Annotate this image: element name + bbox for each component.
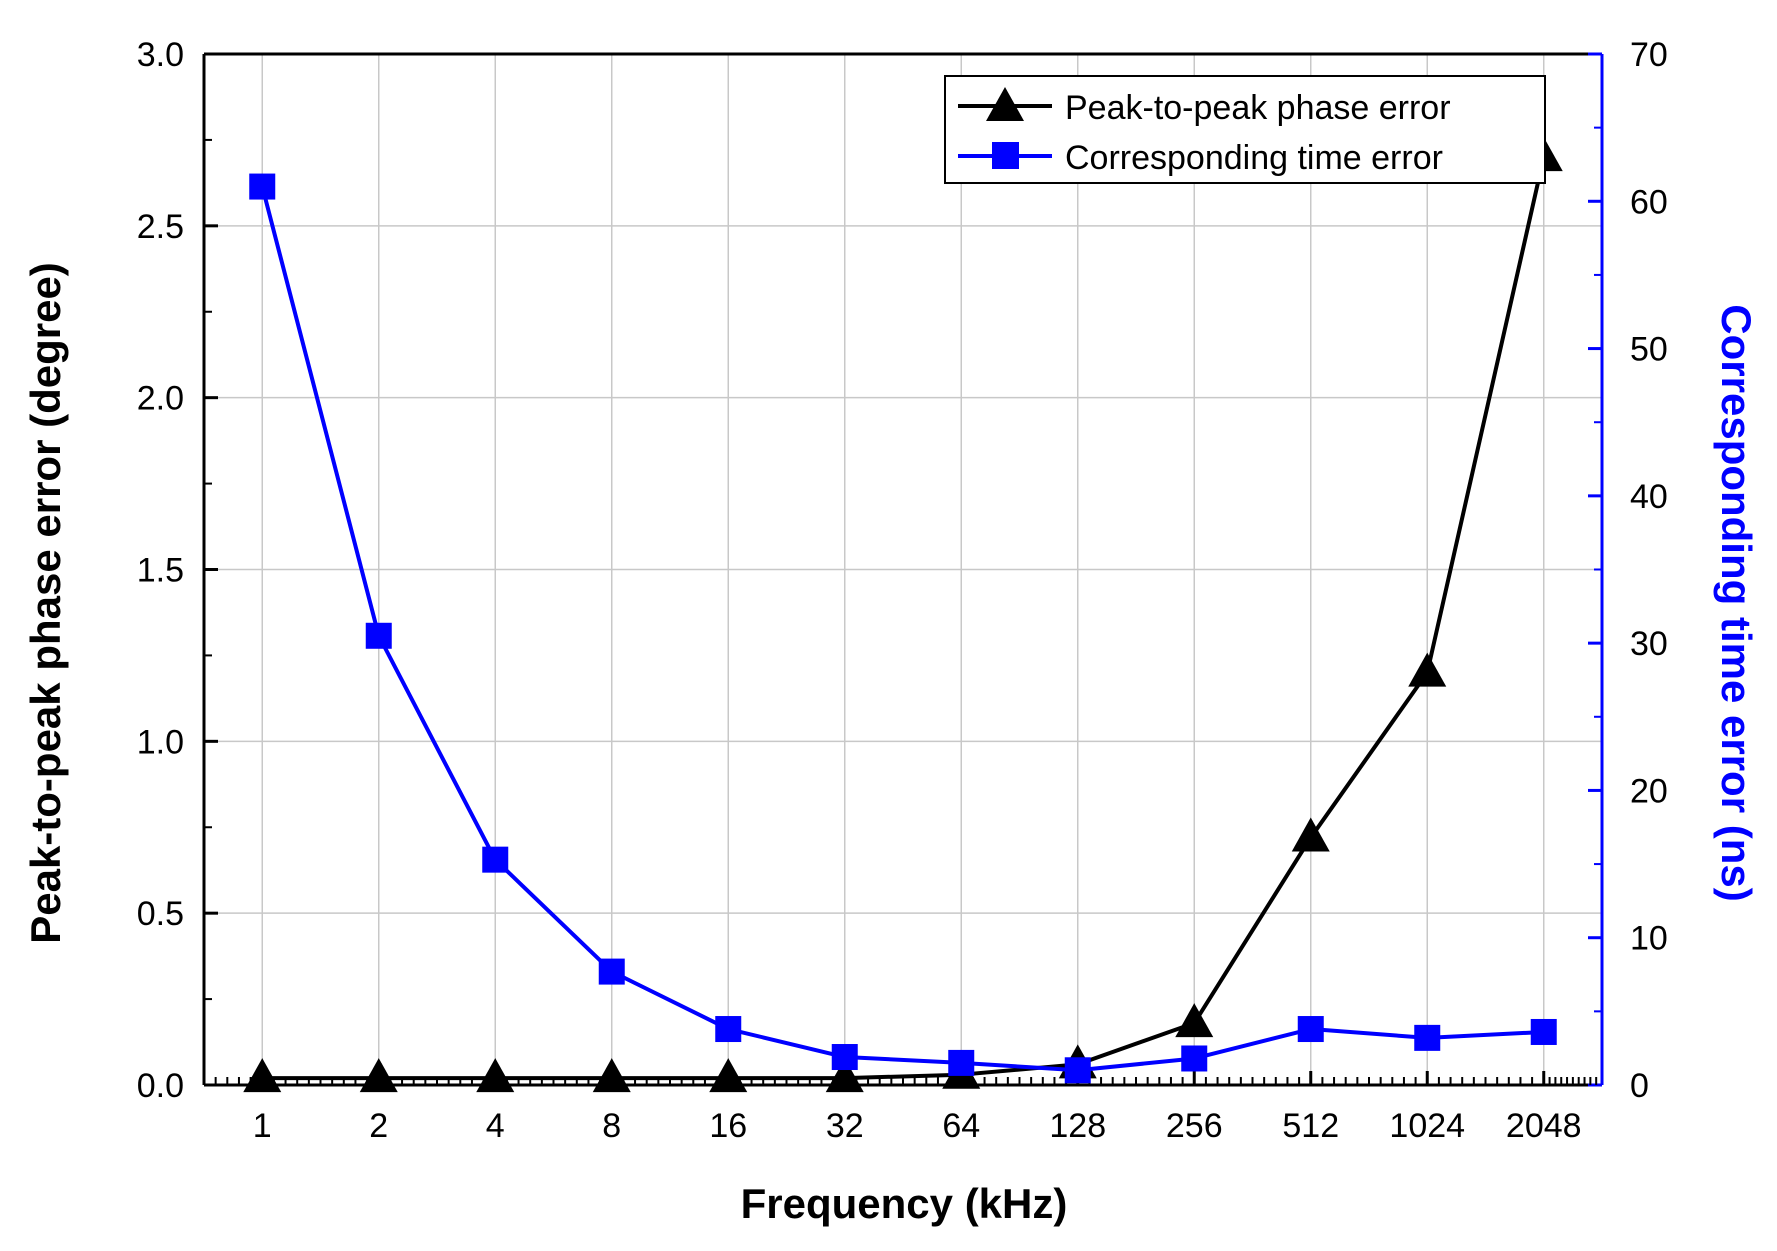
time-error-point xyxy=(1414,1024,1441,1051)
phase-error-point xyxy=(1408,652,1447,687)
time-error-point xyxy=(249,173,276,200)
time-error-point xyxy=(482,846,509,873)
x-tick-label: 1 xyxy=(253,1107,272,1145)
left-y-tick-label: 2.5 xyxy=(137,208,184,246)
x-tick-label: 256 xyxy=(1166,1107,1223,1145)
time-error-point xyxy=(1297,1016,1324,1043)
time-error-point xyxy=(1064,1057,1091,1084)
right-y-tick-label: 20 xyxy=(1630,772,1668,810)
left-y-axis-title: Peak-to-peak phase error (degree) xyxy=(22,262,69,944)
legend-marker-square-icon xyxy=(992,142,1019,169)
x-tick-label: 64 xyxy=(942,1107,980,1145)
legend-marker-triangle-icon xyxy=(986,87,1024,121)
right-y-tick-label: 70 xyxy=(1630,36,1668,74)
legend-box xyxy=(944,75,1546,184)
left-y-tick-label: 1.0 xyxy=(137,723,184,761)
x-tick-label: 8 xyxy=(602,1107,621,1145)
left-y-tick-label: 3.0 xyxy=(137,36,184,74)
phase-error-point xyxy=(476,1058,515,1093)
time-error-point xyxy=(831,1044,858,1071)
x-axis-title: Frequency (kHz) xyxy=(741,1180,1068,1227)
left-y-tick-label: 2.0 xyxy=(137,380,184,418)
right-y-tick-label: 10 xyxy=(1630,920,1668,958)
axes xyxy=(202,52,1604,1087)
right-y-tick-label: 0 xyxy=(1630,1067,1649,1105)
left-y-tick-label: 1.5 xyxy=(137,552,184,590)
phase-error-point xyxy=(709,1058,748,1093)
tick-labels: 0.0 0.5 1.0 1.5 2.0 2.5 3.0 0 10 20 30 40 50 60 70 1 2 4 8… xyxy=(137,36,1668,1145)
series xyxy=(243,137,1563,1093)
x-tick-label: 4 xyxy=(486,1107,505,1145)
time-error-point xyxy=(598,958,625,985)
series-line-time-error xyxy=(260,186,1544,1073)
phase-error-point xyxy=(825,1058,864,1093)
time-error-point xyxy=(365,622,392,649)
legend-label-phase: Peak-to-peak phase error xyxy=(1065,89,1451,127)
left-y-tick-label: 0.0 xyxy=(137,1067,184,1105)
right-y-tick-label: 50 xyxy=(1630,331,1668,369)
grid-lines xyxy=(204,54,1602,1085)
x-tick-label: 1024 xyxy=(1389,1107,1465,1145)
series-line-phase-error xyxy=(262,156,1546,1081)
right-y-tick-label: 60 xyxy=(1630,183,1668,221)
time-error-point xyxy=(1181,1045,1208,1072)
x-tick-label: 512 xyxy=(1282,1107,1339,1145)
left-y-tick-label: 0.5 xyxy=(137,895,184,933)
legend-label-time: Corresponding time error xyxy=(1065,139,1443,177)
right-y-axis-title: Corresponding time error (ns) xyxy=(1713,304,1760,901)
time-error-point xyxy=(1530,1018,1557,1045)
x-tick-label: 16 xyxy=(709,1107,747,1145)
phase-error-point xyxy=(1291,817,1330,852)
legend: Peak-to-peak phase error Corresponding t… xyxy=(944,75,1546,184)
phase-error-point xyxy=(359,1058,398,1093)
x-tick-label: 128 xyxy=(1049,1107,1106,1145)
phase-error-point xyxy=(592,1058,631,1093)
time-error-point xyxy=(948,1049,975,1076)
x-tick-label: 2 xyxy=(369,1107,388,1145)
right-y-tick-label: 40 xyxy=(1630,478,1668,516)
x-tick-label: 2048 xyxy=(1506,1107,1582,1145)
x-tick-label: 32 xyxy=(826,1107,864,1145)
time-error-point xyxy=(715,1016,742,1043)
phase-error-point xyxy=(243,1058,282,1093)
phase-error-point xyxy=(1175,1003,1214,1038)
right-y-tick-label: 30 xyxy=(1630,625,1668,663)
